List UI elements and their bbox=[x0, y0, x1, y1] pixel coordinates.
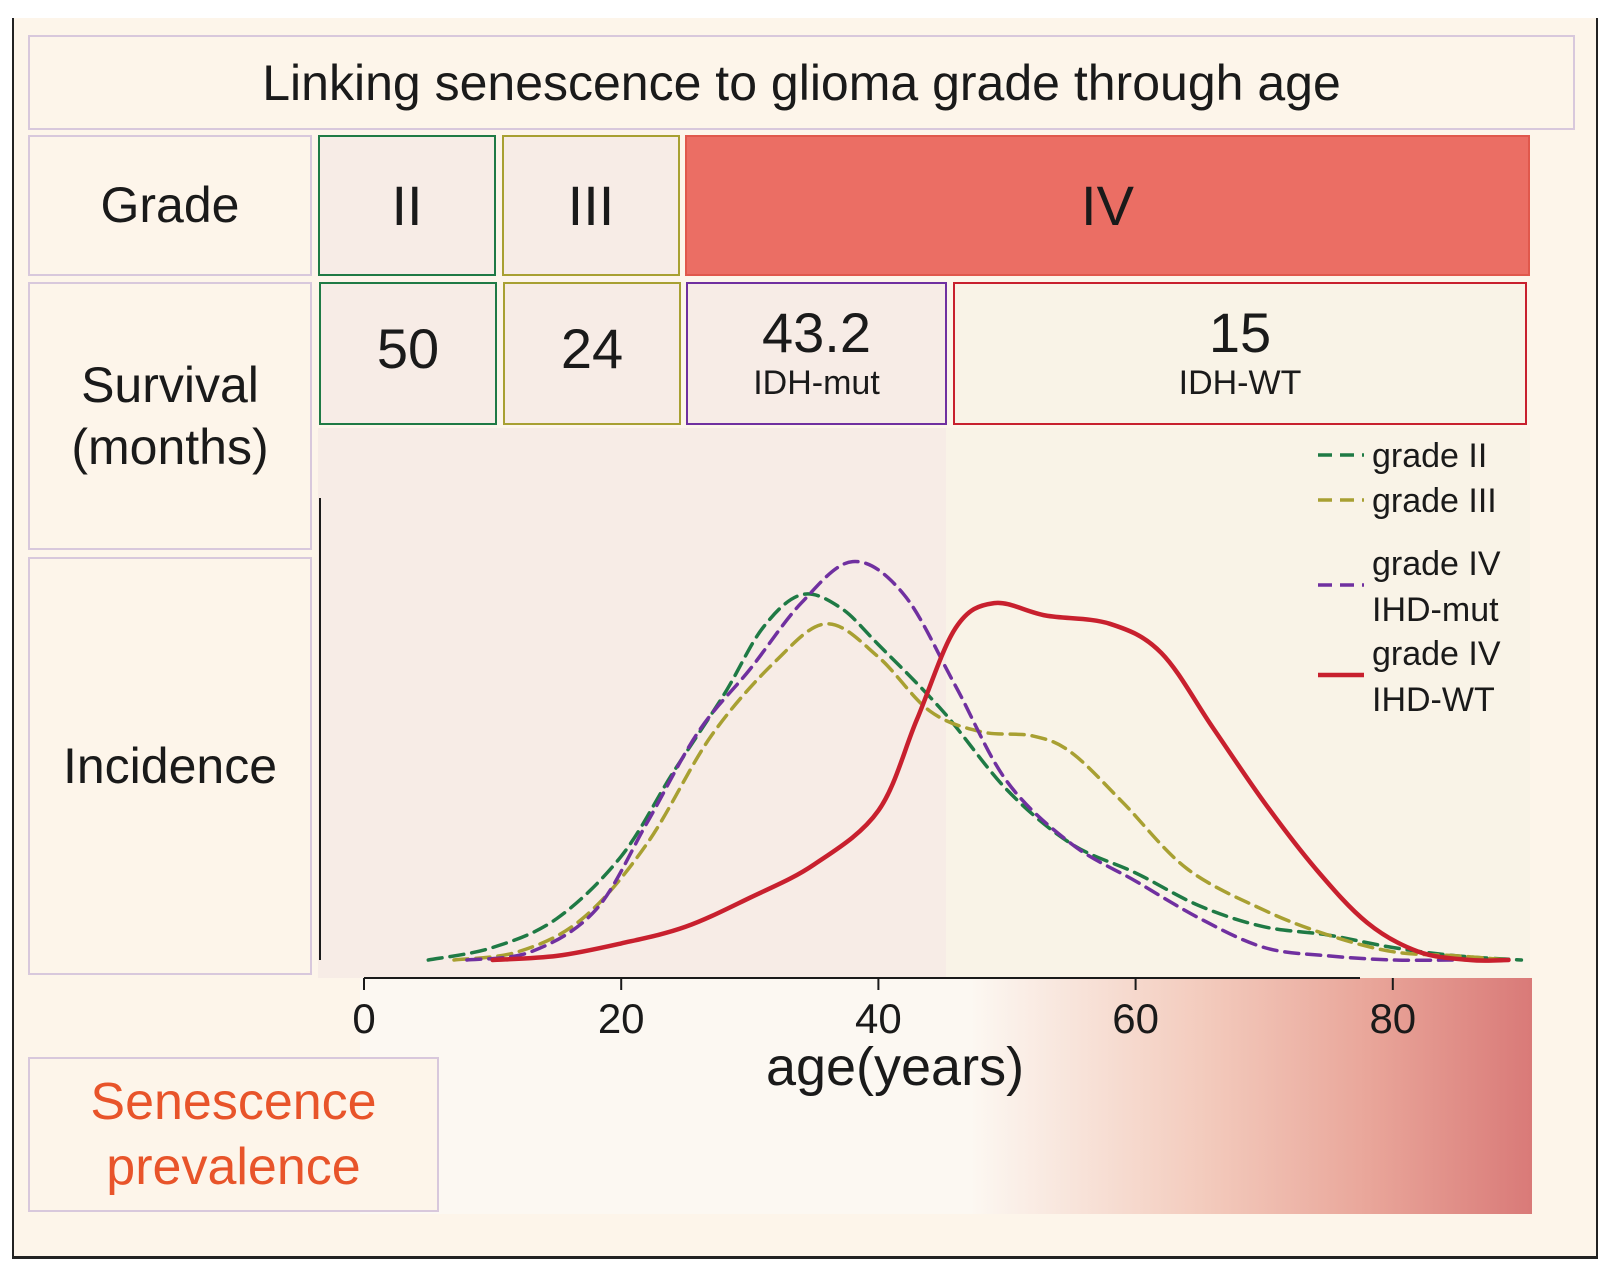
senescence-label-line1: Senescence bbox=[90, 1072, 377, 1131]
survival-grade-iv-mut-box: 43.2 IDH-mut bbox=[686, 282, 947, 425]
plot-bg-right bbox=[946, 428, 1530, 978]
survival-grade-iv-mut-label: IDH-mut bbox=[753, 363, 880, 402]
survival-label-line1: Survival bbox=[81, 356, 259, 413]
senescence-label: Senescence prevalence bbox=[28, 1057, 439, 1212]
x-tick-label: 40 bbox=[855, 995, 902, 1042]
series-grade-iii-line bbox=[452, 622, 1511, 962]
survival-row-label: Survival (months) bbox=[28, 282, 312, 550]
series-grade-iv-mut-line bbox=[465, 559, 1459, 963]
grade-iv-box: IV bbox=[685, 135, 1530, 276]
legend: grade II grade III grade IV IHD-mut grade IV… bbox=[1318, 437, 1501, 719]
legend-label-grade-iv-mut-line2: IHD-mut bbox=[1372, 591, 1499, 629]
survival-grade-iii-box: 24 bbox=[503, 282, 681, 425]
series-lines bbox=[426, 559, 1524, 963]
x-tick-label: 60 bbox=[1112, 995, 1159, 1042]
legend-label-grade-ii: grade II bbox=[1372, 437, 1487, 475]
survival-label-line2: (months) bbox=[71, 419, 269, 475]
series-grade-iv-wt-line bbox=[490, 600, 1511, 963]
x-tick-label: 20 bbox=[598, 995, 645, 1042]
plot-bg-left bbox=[318, 428, 946, 978]
senescence-label-line2: prevalence bbox=[106, 1137, 361, 1196]
legend-label-grade-iv-wt-line2: IHD-WT bbox=[1372, 681, 1495, 719]
legend-label-grade-iv-wt: grade IV bbox=[1372, 635, 1501, 673]
legend-label-grade-iv-mut: grade IV bbox=[1372, 545, 1501, 583]
series-grade-ii-line bbox=[426, 592, 1524, 962]
legend-label-grade-iii: grade III bbox=[1372, 482, 1497, 520]
grade-iii-box: III bbox=[502, 135, 680, 276]
survival-grade-iv-mut-value: 43.2 bbox=[762, 300, 871, 364]
figure-title: Linking senescence to glioma grade throu… bbox=[28, 35, 1575, 130]
grade-row-label: Grade bbox=[28, 135, 312, 276]
survival-grade-iv-wt-label: IDH-WT bbox=[1178, 363, 1302, 402]
grade-ii-box: II bbox=[318, 135, 496, 276]
survival-grade-ii-box: 50 bbox=[319, 282, 497, 425]
x-axis-label: age(years) bbox=[766, 1037, 1024, 1097]
survival-grade-iv-wt-box: 15 IDH-WT bbox=[953, 282, 1527, 425]
senescence-gradient bbox=[360, 978, 1532, 1214]
x-tick-label: 0 bbox=[352, 995, 375, 1042]
x-ticks: 0 20 40 60 80 bbox=[352, 978, 1416, 1042]
incidence-row-label: Incidence bbox=[28, 557, 312, 975]
survival-grade-iv-wt-value: 15 bbox=[1208, 300, 1272, 364]
x-tick-label: 80 bbox=[1369, 995, 1416, 1042]
